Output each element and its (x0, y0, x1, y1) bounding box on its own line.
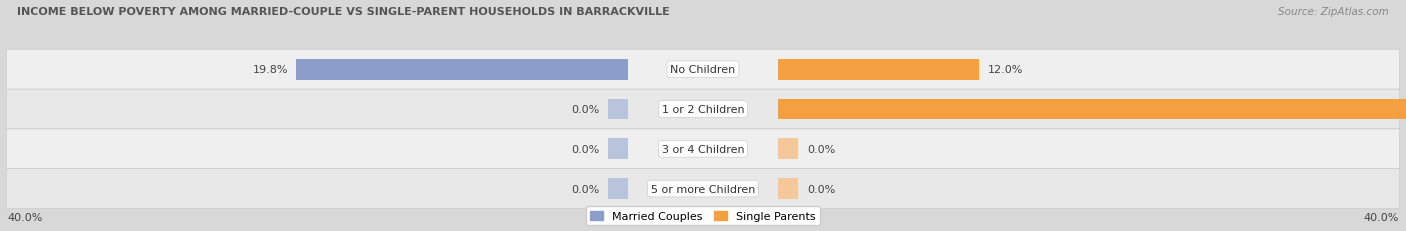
Text: 12.0%: 12.0% (987, 65, 1024, 75)
Bar (607, 139, 627, 159)
Text: Source: ZipAtlas.com: Source: ZipAtlas.com (1278, 7, 1389, 17)
Text: INCOME BELOW POVERTY AMONG MARRIED-COUPLE VS SINGLE-PARENT HOUSEHOLDS IN BARRACK: INCOME BELOW POVERTY AMONG MARRIED-COUPL… (17, 7, 669, 17)
Bar (779, 99, 1406, 120)
Bar (297, 60, 627, 80)
Text: 19.8%: 19.8% (253, 65, 288, 75)
FancyBboxPatch shape (7, 129, 1399, 169)
Text: 0.0%: 0.0% (571, 105, 599, 115)
Text: 0.0%: 0.0% (807, 184, 835, 194)
Bar (607, 99, 627, 120)
Text: 0.0%: 0.0% (571, 144, 599, 154)
Text: 3 or 4 Children: 3 or 4 Children (662, 144, 744, 154)
Text: 5 or more Children: 5 or more Children (651, 184, 755, 194)
Text: 40.0%: 40.0% (7, 212, 42, 222)
Text: No Children: No Children (671, 65, 735, 75)
Text: 40.0%: 40.0% (1364, 212, 1399, 222)
Bar (779, 179, 799, 199)
FancyBboxPatch shape (7, 90, 1399, 129)
Legend: Married Couples, Single Parents: Married Couples, Single Parents (586, 206, 820, 225)
Text: 1 or 2 Children: 1 or 2 Children (662, 105, 744, 115)
Bar (779, 139, 799, 159)
FancyBboxPatch shape (7, 50, 1399, 90)
FancyBboxPatch shape (7, 169, 1399, 209)
Text: 0.0%: 0.0% (807, 144, 835, 154)
Bar (607, 179, 627, 199)
Bar (779, 60, 979, 80)
Text: 0.0%: 0.0% (571, 184, 599, 194)
